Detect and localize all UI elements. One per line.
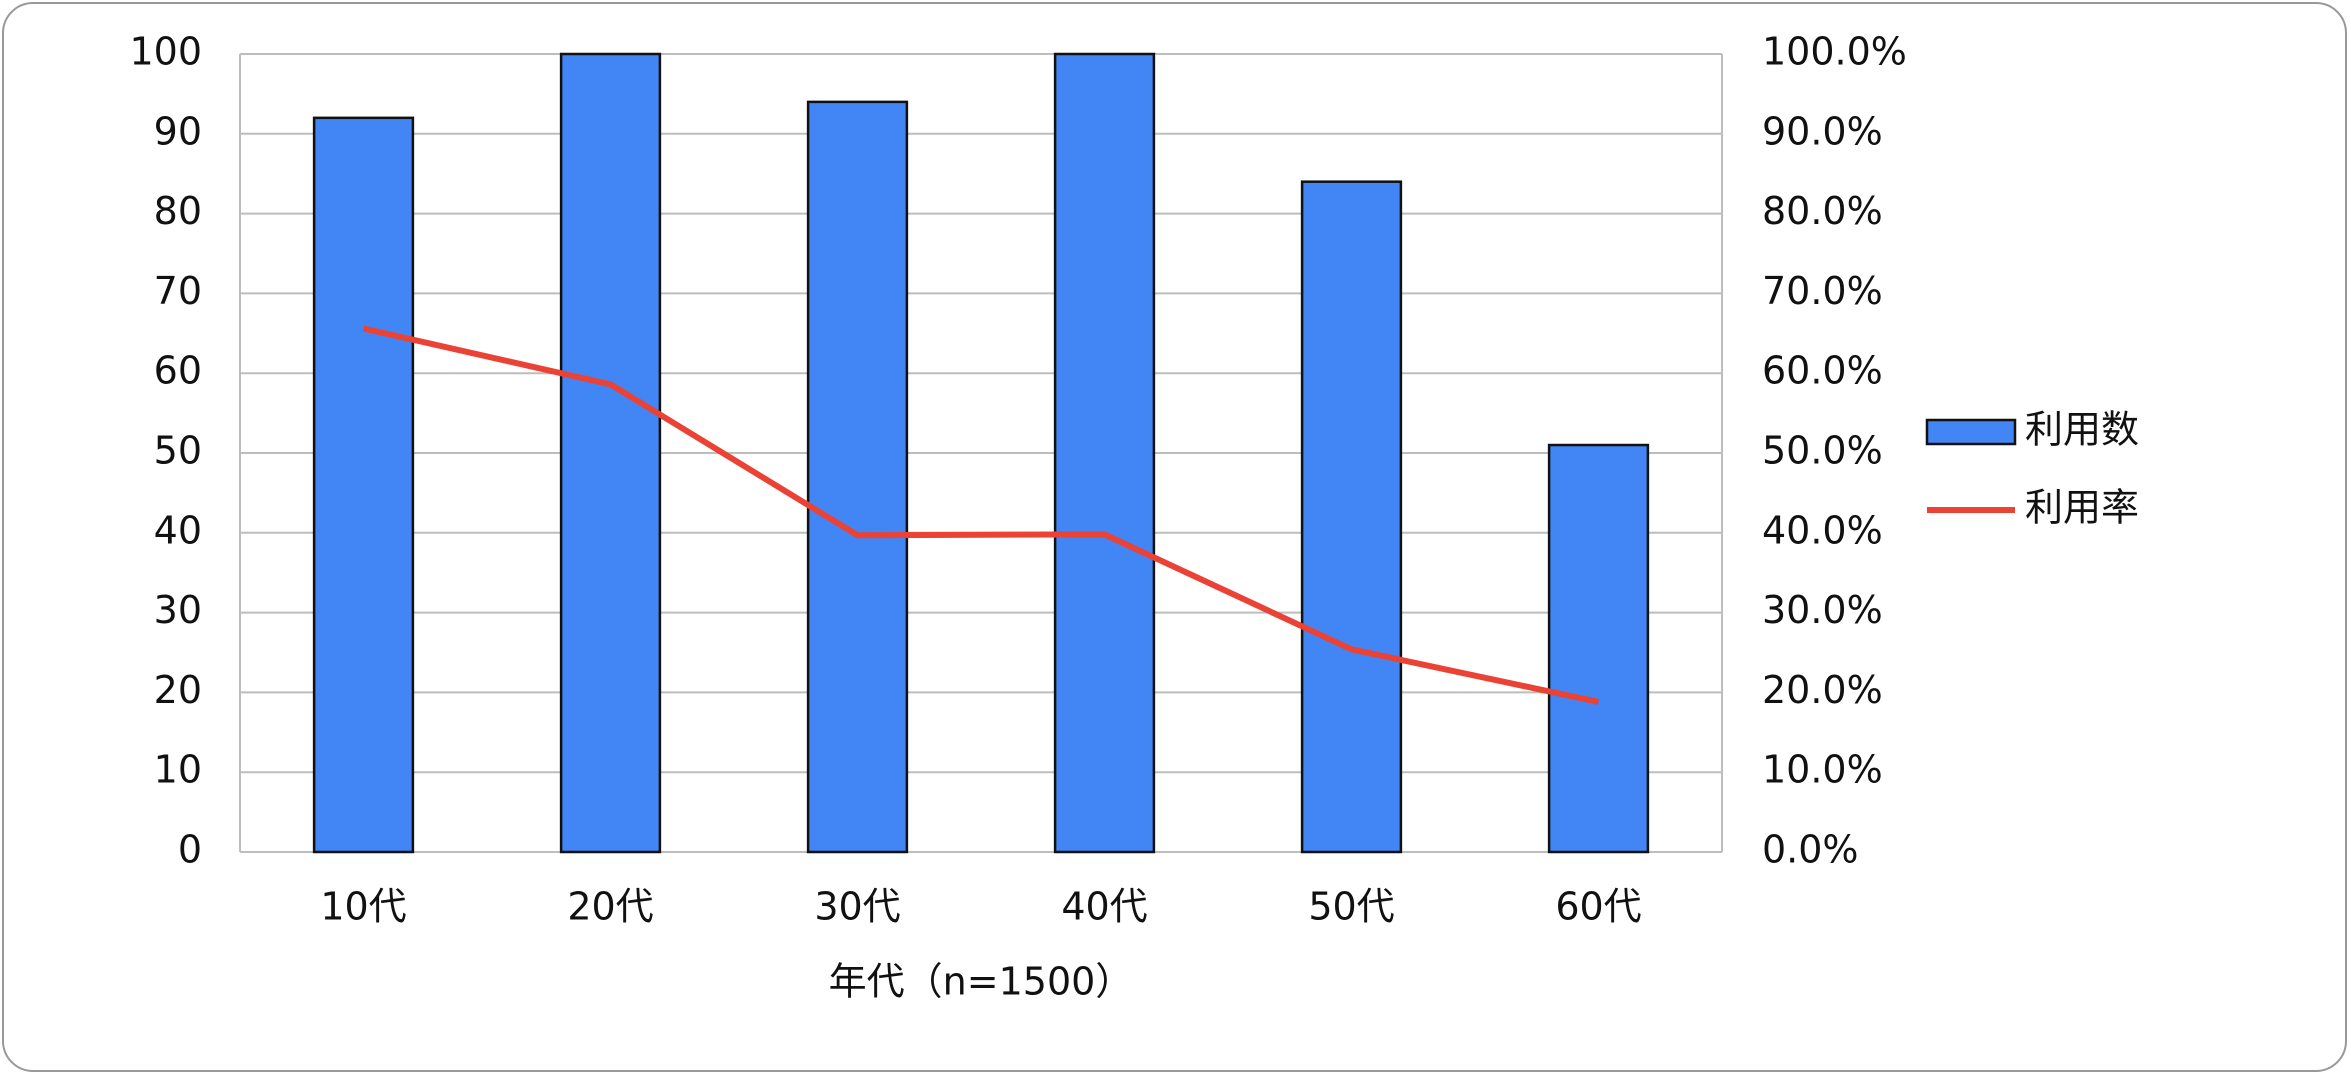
legend-swatch: [1925, 418, 2017, 446]
y-tick-label: 20: [154, 668, 202, 712]
x-tick-label: 30代: [814, 885, 900, 929]
y-tick-label: 100: [129, 30, 202, 74]
y2-tick-label: 70.0%: [1762, 269, 1883, 313]
bar: [1547, 443, 1650, 854]
y2-tick-label: 0.0%: [1762, 828, 1859, 872]
y2-tick-label: 30.0%: [1762, 588, 1883, 632]
y2-tick-label: 20.0%: [1762, 668, 1883, 712]
x-tick-label: 60代: [1555, 885, 1641, 929]
y2-tick-label: 90.0%: [1762, 109, 1883, 153]
legend-label: 利用率: [2025, 486, 2139, 530]
y2-tick-label: 60.0%: [1762, 349, 1883, 393]
y2-tick-label: 40.0%: [1762, 508, 1883, 552]
y-tick-label: 10: [154, 748, 202, 792]
y-tick-label: 0: [178, 828, 202, 872]
y-tick-label: 30: [154, 588, 202, 632]
y2-tick-label: 50.0%: [1762, 429, 1883, 473]
x-tick-label: 40代: [1061, 885, 1147, 929]
x-tick-label: 50代: [1308, 885, 1394, 929]
y2-tick-label: 10.0%: [1762, 748, 1883, 792]
y-tick-label: 80: [154, 189, 202, 233]
bar: [312, 116, 415, 854]
x-tick-label: 20代: [567, 885, 653, 929]
y2-tick-label: 80.0%: [1762, 189, 1883, 233]
x-tick-label: 10代: [320, 885, 406, 929]
y-tick-label: 70: [154, 269, 202, 313]
y-tick-label: 50: [154, 429, 202, 473]
bar: [806, 100, 909, 854]
y2-tick-label: 100.0%: [1762, 30, 1907, 74]
line: [362, 325, 1600, 705]
y-tick-label: 90: [154, 109, 202, 153]
bar: [1300, 180, 1403, 854]
y-tick-label: 40: [154, 508, 202, 552]
bar: [1053, 52, 1156, 854]
x-axis-label: 年代（n=1500）: [829, 960, 1134, 1004]
bar: [559, 52, 662, 854]
legend-label: 利用数: [2025, 408, 2139, 452]
y-tick-label: 60: [154, 349, 202, 393]
